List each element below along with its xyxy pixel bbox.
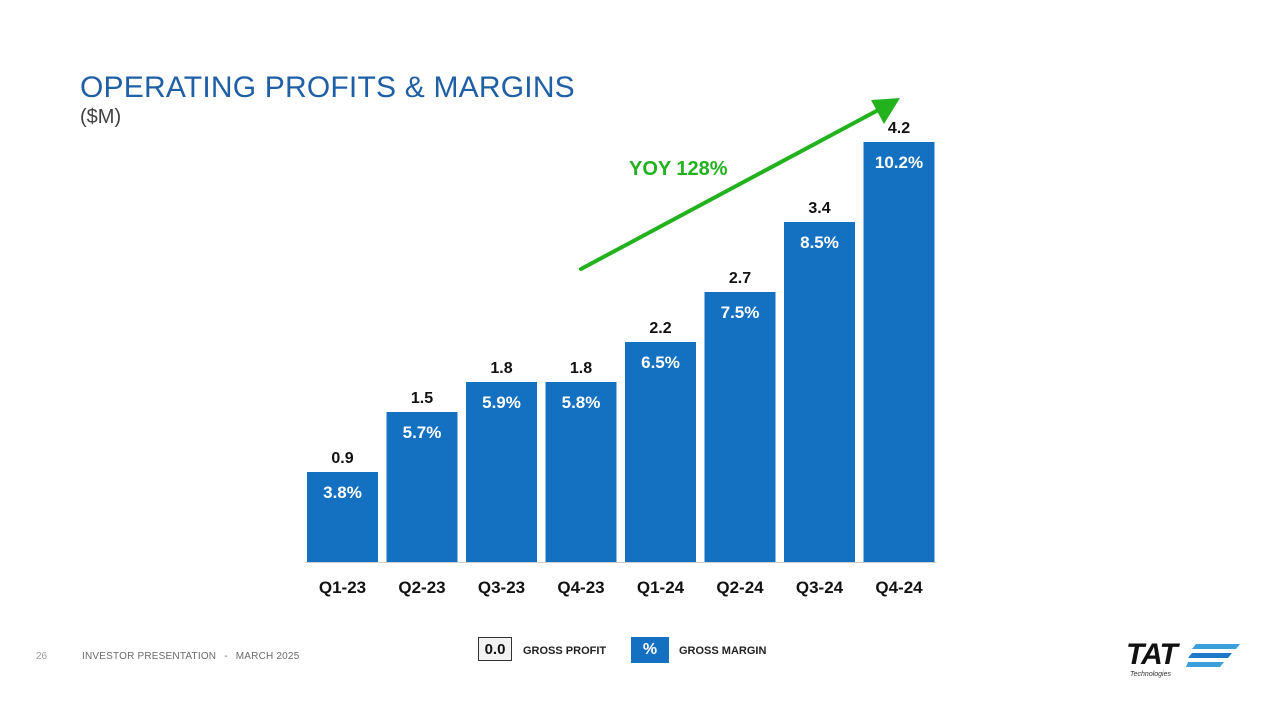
gross-margin-label: 3.8% (323, 483, 362, 502)
gross-profit-label: 1.8 (570, 360, 592, 377)
page-subtitle: ($M) (80, 106, 122, 128)
growth-arrowhead-icon (871, 98, 900, 124)
gross-margin-label: 5.7% (403, 423, 442, 442)
logo-tagline: Technologies (1130, 671, 1171, 678)
gross-profit-label: 1.5 (411, 390, 433, 407)
bar-q4-23 (545, 382, 617, 562)
footer-separator: - (224, 651, 228, 662)
footer-caption: INVESTOR PRESENTATION - MARCH 2025 (82, 651, 299, 662)
legend-label-gross-margin: GROSS MARGIN (679, 645, 767, 657)
bar-q3-24 (784, 222, 855, 562)
x-tick-label: Q1-23 (319, 578, 366, 597)
x-tick-label: Q3-23 (478, 578, 525, 597)
legend-swatch-gross-margin: % (631, 637, 669, 663)
growth-arrow-line (579, 106, 884, 271)
page-title: OPERATING PROFITS & MARGINS (80, 71, 575, 104)
logo-stripes-icon (1186, 644, 1240, 667)
bar-q3-23 (466, 382, 537, 562)
gross-margin-label: 6.5% (641, 353, 680, 372)
gross-profit-label: 2.7 (729, 270, 751, 287)
bar-q4-24 (863, 142, 935, 562)
x-tick-label: Q2-23 (398, 578, 445, 597)
gross-margin-label: 10.2% (875, 153, 923, 172)
gross-margin-label: 5.8% (562, 393, 601, 412)
gross-margin-label: 8.5% (800, 233, 839, 252)
gross-profit-label: 3.4 (808, 200, 830, 217)
x-tick-label: Q3-24 (796, 578, 844, 597)
yoy-annotation: YOY 128% (629, 158, 728, 180)
legend-swatch-gross-profit: 0.0 (478, 637, 512, 661)
gross-margin-label: 5.9% (482, 393, 521, 412)
bar-q1-23 (307, 472, 378, 562)
bar-q2-24 (704, 292, 776, 562)
x-tick-label: Q1-24 (637, 578, 685, 597)
x-tick-label: Q2-24 (716, 578, 764, 597)
footer-date: MARCH 2025 (235, 651, 300, 662)
x-tick-label: Q4-23 (557, 578, 604, 597)
gross-profit-label: 0.9 (331, 450, 353, 467)
gross-profit-label: 2.2 (649, 320, 671, 337)
footer-presentation: INVESTOR PRESENTATION (82, 651, 217, 662)
bar-q2-23 (386, 412, 458, 562)
page-number: 26 (36, 651, 48, 662)
legend-label-gross-profit: GROSS PROFIT (523, 645, 607, 657)
x-tick-label: Q4-24 (875, 578, 923, 597)
gross-margin-label: 7.5% (721, 303, 760, 322)
gross-profit-label: 4.2 (888, 120, 910, 137)
logo-wordmark: TAT (1126, 638, 1178, 671)
bar-q1-24 (625, 342, 696, 562)
company-logo: TAT Technologies (1126, 640, 1246, 680)
gross-profit-label: 1.8 (490, 360, 512, 377)
